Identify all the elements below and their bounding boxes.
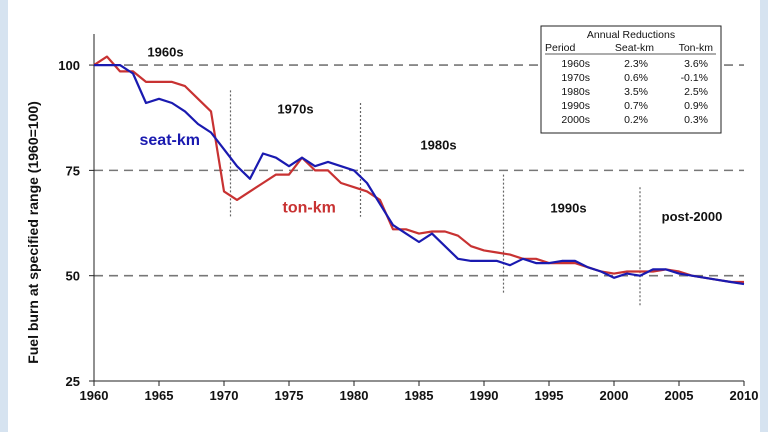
series-line-ton-km (93, 55, 744, 284)
table-cell: 1990s (561, 100, 590, 112)
y-axis-label: Fuel burn at specified range (1960=100) (25, 101, 41, 364)
table-cell: -0.1% (681, 72, 708, 84)
series-label-seat-km: seat-km (140, 132, 200, 149)
decade-label: 1980s (420, 137, 456, 152)
table-cell: 0.2% (624, 114, 648, 126)
x-tick-label: 2000 (600, 388, 629, 403)
table-cell: 0.7% (624, 100, 648, 112)
table-cell: 3.6% (684, 58, 708, 70)
series-layer (93, 55, 745, 286)
table-cell: 0.3% (684, 114, 708, 126)
table-cell: 1960s (561, 58, 590, 70)
x-tick-label: 2010 (730, 388, 759, 403)
y-tick-label: 75 (66, 163, 80, 178)
x-tick-label: 1965 (145, 388, 174, 403)
y-tick-label: 50 (66, 269, 80, 284)
axes-layer: 1960 1965 1970 1975 1980 1985 1990 1995 2000 2005… (58, 34, 758, 403)
table-header-seat-km: Seat-km (615, 42, 654, 54)
table-cell: 1970s (561, 72, 590, 84)
annotation-layer: seat-km ton-km 1960s 1970s 1980s 1990s post-20… (140, 45, 723, 224)
x-tick-label: 1970 (210, 388, 239, 403)
decade-label: 1990s (550, 201, 586, 216)
table-cell: 0.6% (624, 72, 648, 84)
table-cell: 2000s (561, 114, 590, 126)
decade-label: 1970s (277, 102, 313, 117)
table-cell: 2.3% (624, 58, 648, 70)
x-tick-label: 1985 (405, 388, 434, 403)
decade-label: post-2000 (662, 209, 723, 224)
series-label-ton-km: ton-km (283, 200, 336, 217)
fuel-burn-chart: 1960 1965 1970 1975 1980 1985 1990 1995 2000 2005… (25, 25, 758, 403)
y-tick-label: 100 (58, 58, 80, 73)
x-tick-label: 1995 (535, 388, 564, 403)
table-cell: 2.5% (684, 86, 708, 98)
x-tick-label: 1975 (275, 388, 304, 403)
table-cell: 3.5% (624, 86, 648, 98)
table-title: Annual Reductions (587, 29, 675, 41)
table-cell: 0.9% (684, 100, 708, 112)
series-line-seat-km (94, 63, 745, 286)
x-tick-label: 1980 (340, 388, 369, 403)
table-header-period: Period (545, 42, 576, 54)
table-header-ton-km: Ton-km (679, 42, 714, 54)
table-border (540, 25, 722, 134)
y-tick-label: 25 (66, 374, 80, 389)
x-tick-label: 2005 (665, 388, 694, 403)
x-tick-label: 1990 (470, 388, 499, 403)
table-cell: 1980s (561, 86, 590, 98)
x-tick-label: 1960 (80, 388, 109, 403)
annual-reductions-table: Annual Reductions Period Seat-km Ton-km … (540, 25, 722, 134)
decade-label: 1960s (147, 45, 183, 60)
